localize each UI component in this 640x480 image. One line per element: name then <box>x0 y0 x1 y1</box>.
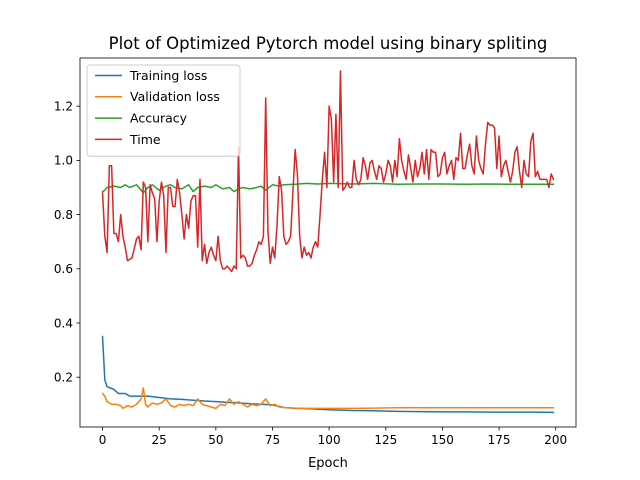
x-tick-label: 125 <box>374 433 397 447</box>
y-tick-label: 0.6 <box>54 262 73 276</box>
axes: 0 25 50 75 100 125 150 175 200 0.2 0.4 0.6 0.8 1.0 1.2 <box>54 57 577 447</box>
legend-label-accuracy: Accuracy <box>130 111 188 126</box>
series-line-training-loss <box>101 335 555 414</box>
series-line-validation-loss <box>101 387 555 410</box>
legend-label-time: Time <box>129 132 161 147</box>
x-axis-label: Epoch <box>308 456 348 471</box>
y-tick-label: 0.4 <box>54 316 73 330</box>
x-tick-label: 50 <box>208 433 223 447</box>
y-tick-label: 0.8 <box>54 208 73 222</box>
x-tick-label: 175 <box>488 433 511 447</box>
x-tick-label: 75 <box>265 433 280 447</box>
legend-label-training-loss: Training loss <box>129 68 207 83</box>
axes-frame <box>79 57 577 428</box>
y-tick-label: 0.2 <box>54 370 73 384</box>
x-tick-label: 0 <box>99 433 107 447</box>
x-tick-label: 200 <box>544 433 567 447</box>
legend-label-validation-loss: Validation loss <box>130 89 220 104</box>
x-tick-label: 150 <box>431 433 454 447</box>
y-tick-label: 1.2 <box>54 99 73 113</box>
legend: Training loss Validation loss Accuracy Time <box>86 64 241 157</box>
series-line-accuracy <box>101 182 555 194</box>
plot-area <box>101 70 555 414</box>
y-tick-label: 1.0 <box>54 154 73 168</box>
x-tick-label: 100 <box>318 433 341 447</box>
chart-title: Plot of Optimized Pytorch model using bi… <box>109 34 548 53</box>
x-tick-label: 25 <box>152 433 167 447</box>
series-line-time <box>101 70 555 273</box>
legend-box <box>86 64 241 157</box>
